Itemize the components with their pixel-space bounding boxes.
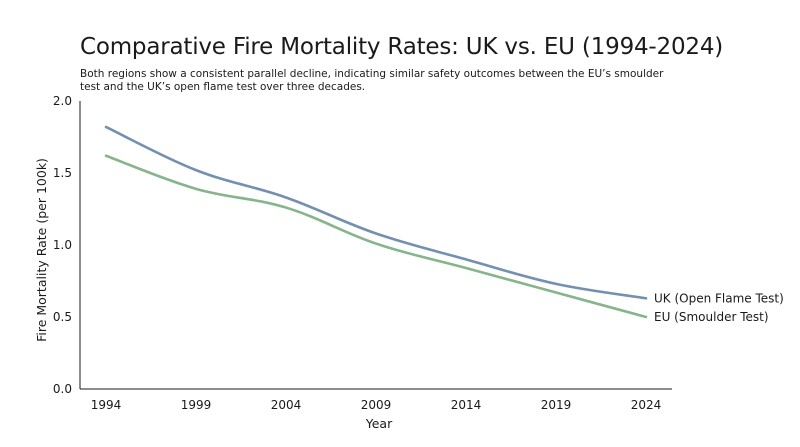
x-tick-label: 2014: [451, 398, 482, 412]
series-labels: UK (Open Flame Test) EU (Smoulder Test): [654, 291, 784, 324]
x-tick-labels: 1994 1999 2004 2009 2014 2019 2024: [91, 398, 662, 412]
x-tick-label: 2009: [361, 398, 392, 412]
y-tick-label: 0.5: [53, 310, 72, 324]
axes: [79, 101, 672, 390]
series-lines: [104, 125, 648, 319]
x-tick-label: 2019: [541, 398, 572, 412]
x-tick-label: 1999: [181, 398, 212, 412]
chart-subtitle: Both regions show a consistent parallel …: [80, 68, 664, 93]
chart-title: Comparative Fire Mortality Rates: UK vs.…: [80, 34, 724, 60]
x-tick-label: 1994: [91, 398, 122, 412]
x-tick-label: 2004: [271, 398, 302, 412]
y-tick-label: 0.0: [53, 382, 72, 396]
x-axis-title: Year: [365, 416, 393, 431]
y-tick-label: 1.0: [53, 238, 72, 252]
y-axis-title: Fire Mortality Rate (per 100k): [34, 158, 49, 342]
series-line-eu: [104, 154, 648, 319]
y-tick-labels: 0.0 0.5 1.0 1.5 2.0: [53, 94, 72, 396]
series-line-uk: [104, 125, 648, 300]
series-label-uk: UK (Open Flame Test): [654, 291, 784, 305]
y-tick-label: 2.0: [53, 94, 72, 108]
y-tick-label: 1.5: [53, 166, 72, 180]
x-tick-label: 2024: [631, 398, 662, 412]
series-label-eu: EU (Smoulder Test): [654, 310, 769, 324]
